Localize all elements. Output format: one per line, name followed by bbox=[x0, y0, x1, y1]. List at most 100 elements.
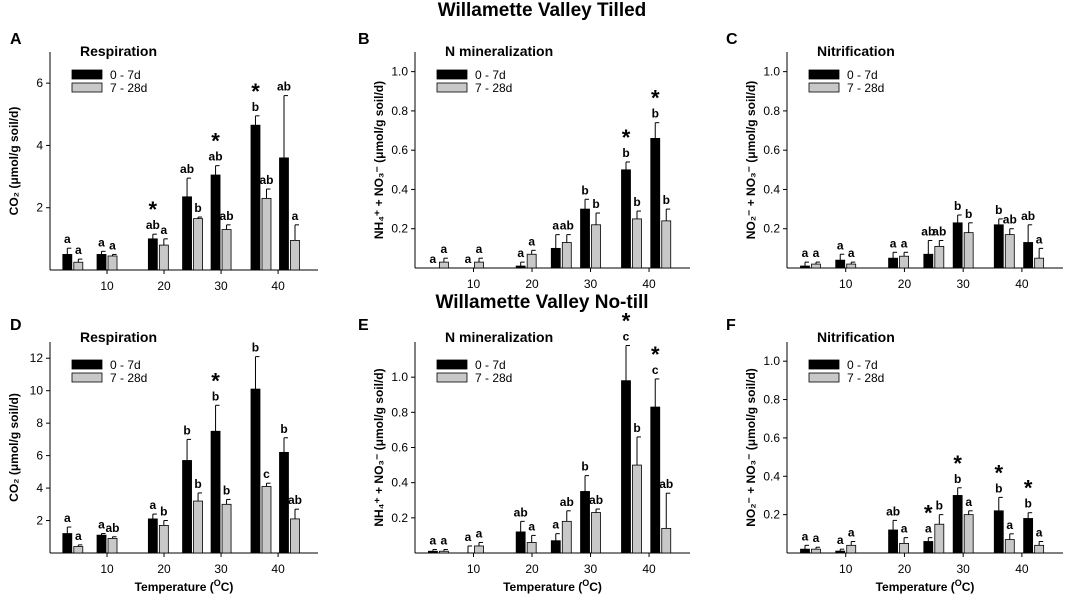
significance-letter: b bbox=[194, 477, 201, 491]
x-tick-label: 30 bbox=[214, 562, 228, 576]
bar-0-7d bbox=[952, 222, 963, 269]
bar-7-28d bbox=[632, 464, 642, 554]
significance-letter: a bbox=[292, 209, 299, 223]
bar-0-7d bbox=[550, 540, 561, 554]
x-axis-label: Temperature (OC) bbox=[503, 578, 602, 594]
y-tick-label: 0.4 bbox=[391, 476, 408, 490]
significance-letter: b bbox=[212, 389, 219, 403]
x-tick-label: 30 bbox=[214, 279, 228, 293]
significance-letter: ab bbox=[932, 225, 946, 239]
bar-0-7d bbox=[147, 518, 158, 554]
significance-letter: ab bbox=[514, 505, 528, 519]
significance-letter: a bbox=[813, 531, 820, 545]
x-tick-label: 20 bbox=[525, 277, 539, 291]
bar-0-7d bbox=[650, 137, 661, 269]
bar-7-28d bbox=[1004, 234, 1015, 269]
bar-7-28d bbox=[846, 263, 857, 269]
y-tick-label: 0.6 bbox=[391, 143, 408, 157]
significance-star: * bbox=[994, 460, 1003, 485]
bar-0-7d bbox=[621, 169, 631, 269]
y-tick-label: 0.4 bbox=[391, 182, 408, 196]
significance-letter: a bbox=[517, 246, 524, 260]
significance-letter: a bbox=[837, 238, 844, 252]
significance-letter: b bbox=[633, 421, 640, 435]
bar-0-7d bbox=[835, 259, 846, 269]
y-tick-label: 0.8 bbox=[763, 393, 780, 407]
bar-0-7d bbox=[1023, 242, 1034, 269]
significance-letter: a bbox=[528, 234, 535, 248]
legend-label: 0 - 7d bbox=[475, 358, 506, 372]
y-tick-label: 4 bbox=[36, 138, 43, 152]
significance-letter: a bbox=[430, 533, 437, 547]
significance-letter: c bbox=[263, 467, 270, 481]
bar-7-28d bbox=[963, 232, 974, 269]
bar-7-28d bbox=[846, 544, 857, 554]
significance-letter: a bbox=[98, 235, 105, 249]
significance-star: * bbox=[251, 79, 260, 104]
bar-7-28d bbox=[1034, 257, 1045, 269]
significance-star: * bbox=[1024, 476, 1033, 501]
y-tick-label: 4 bbox=[36, 481, 43, 495]
legend-label: 7 - 28d bbox=[110, 81, 147, 95]
significance-letter: b bbox=[633, 195, 640, 209]
x-tick-label: 10 bbox=[100, 562, 114, 576]
bar-7-28d bbox=[158, 244, 169, 271]
significance-letter: a bbox=[98, 518, 105, 532]
figure-title-top: Willamette Valley Tilled bbox=[437, 0, 647, 21]
significance-star: * bbox=[211, 368, 220, 393]
bar-7-28d bbox=[632, 218, 642, 269]
legend-label: 0 - 7d bbox=[110, 358, 141, 372]
significance-letter: ab bbox=[180, 162, 194, 176]
bar-7-28d bbox=[439, 550, 449, 554]
y-tick-label: 1.0 bbox=[763, 354, 780, 368]
significance-letter: b bbox=[995, 203, 1002, 217]
panel-letter: B bbox=[358, 31, 370, 48]
panel-title: Respiration bbox=[80, 329, 157, 345]
significance-letter: ab bbox=[146, 218, 160, 232]
bar-7-28d bbox=[963, 514, 974, 554]
x-tick-label: 10 bbox=[467, 277, 481, 291]
panel-letter: A bbox=[10, 31, 22, 48]
significance-letter: a bbox=[901, 522, 908, 536]
significance-letter: b bbox=[280, 422, 287, 436]
bar-0-7d bbox=[515, 531, 526, 554]
x-tick-label: 20 bbox=[898, 562, 912, 576]
bar-7-28d bbox=[526, 542, 537, 554]
significance-letter: a bbox=[552, 518, 559, 532]
significance-letter: b bbox=[954, 199, 961, 213]
bar-7-28d bbox=[474, 545, 484, 554]
bar-0-7d bbox=[182, 460, 192, 554]
bar-7-28d bbox=[290, 518, 300, 554]
significance-letter: a bbox=[528, 519, 535, 533]
bar-0-7d bbox=[550, 247, 561, 269]
significance-letter: ab bbox=[220, 209, 234, 223]
significance-star: * bbox=[622, 125, 631, 150]
y-axis-label: NO₂⁻ + NO₃⁻ (μmol/g soil/d) bbox=[744, 368, 758, 527]
y-tick-label: 6 bbox=[36, 449, 43, 463]
bar-7-28d bbox=[661, 220, 672, 269]
significance-star: * bbox=[651, 86, 660, 111]
legend-swatch bbox=[71, 372, 103, 383]
legend-swatch bbox=[808, 82, 840, 93]
bar-0-7d bbox=[621, 380, 631, 554]
x-tick-label: 30 bbox=[956, 277, 970, 291]
panel-title: N mineralization bbox=[445, 43, 553, 59]
y-tick-label: 0.6 bbox=[763, 431, 780, 445]
bar-7-28d bbox=[661, 527, 672, 554]
significance-letter: ab bbox=[560, 495, 574, 509]
significance-letter: ab bbox=[209, 150, 223, 164]
panel-letter: E bbox=[358, 317, 369, 334]
y-tick-label: 0.8 bbox=[391, 405, 408, 419]
legend-label: 7 - 28d bbox=[475, 81, 512, 95]
legend-swatch bbox=[436, 82, 468, 93]
significance-letter: ab bbox=[589, 493, 603, 507]
y-tick-label: 0.2 bbox=[391, 222, 408, 236]
x-tick-label: 10 bbox=[839, 562, 853, 576]
y-tick-label: 2 bbox=[36, 514, 43, 528]
x-tick-label: 30 bbox=[584, 277, 598, 291]
legend-swatch bbox=[808, 372, 840, 383]
significance-letter: a bbox=[75, 243, 82, 257]
y-tick-label: 0.8 bbox=[763, 104, 780, 118]
legend-swatch bbox=[436, 69, 468, 80]
